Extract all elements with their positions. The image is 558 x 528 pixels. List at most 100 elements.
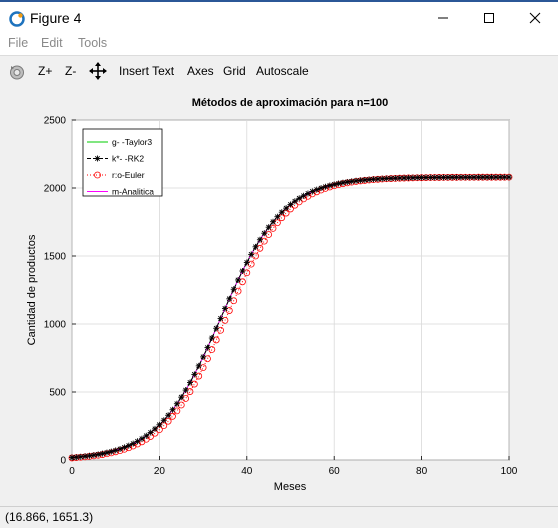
data-point (453, 174, 460, 181)
data-point (261, 230, 268, 237)
data-point (160, 417, 167, 424)
data-point (200, 353, 207, 360)
y-tick-label: 500 (49, 388, 66, 399)
data-point (331, 181, 338, 188)
x-tick-label: 80 (416, 466, 428, 477)
data-point (256, 236, 263, 243)
y-tick-label: 1500 (44, 252, 67, 263)
data-point (178, 394, 185, 401)
title-bar: Figure 4 (0, 0, 558, 33)
y-tick-label: 2500 (44, 116, 67, 127)
figure-canvas[interactable]: Métodos de aproximación para n=100 0 20 40… (0, 88, 558, 506)
y-tick-label: 2000 (44, 184, 67, 195)
y-axis-label: Cantidad de productos (26, 234, 38, 345)
data-point (138, 435, 145, 442)
insert-text-button[interactable]: Insert Text (119, 64, 175, 78)
data-point (213, 325, 220, 332)
data-point (230, 286, 237, 293)
y-tick-label: 0 (60, 456, 66, 467)
data-point (165, 412, 172, 419)
data-point (326, 182, 333, 189)
chart[interactable]: Métodos de aproximación para n=100 0 20 40… (0, 88, 558, 506)
data-point (221, 305, 228, 312)
data-point (152, 425, 159, 432)
data-point (226, 295, 233, 302)
data-point (457, 174, 464, 181)
rotate-icon[interactable] (8, 63, 26, 81)
grid-button[interactable]: Grid (223, 64, 246, 78)
data-point (186, 379, 193, 386)
data-point (322, 183, 329, 190)
data-point (497, 174, 504, 181)
data-point (283, 205, 290, 212)
data-point (182, 387, 189, 394)
data-point (318, 185, 325, 192)
axes-button[interactable]: Axes (187, 64, 214, 78)
data-point (82, 453, 89, 460)
data-point (471, 174, 478, 181)
legend-box (82, 128, 163, 197)
data-point (374, 175, 381, 182)
data-point (243, 259, 250, 266)
cursor-coordinates: (16.866, 1651.3) (5, 510, 94, 524)
data-point (112, 447, 119, 454)
data-point (270, 218, 277, 225)
zoom-in-button[interactable]: Z+ (38, 64, 53, 78)
data-point (344, 178, 351, 185)
minimize-icon (438, 17, 448, 18)
menu-tools[interactable]: Tools (78, 36, 108, 50)
maximize-icon (484, 12, 494, 23)
data-point (300, 192, 307, 199)
y-tick-label: 1000 (44, 320, 67, 331)
zoom-out-button[interactable]: Z- (65, 64, 77, 78)
data-point (99, 450, 106, 457)
legend-marker (94, 171, 101, 179)
data-point (335, 180, 342, 187)
chart-title: Métodos de aproximación para n=100 (192, 97, 389, 109)
grid-lines (71, 119, 510, 461)
legend-label: k*- -RK2 (112, 154, 144, 164)
data-point (90, 452, 97, 459)
toolbar: Z+ Z- Insert Text Axes Grid Autoscale (0, 55, 558, 89)
close-icon (529, 12, 541, 23)
data-point (217, 315, 224, 322)
data-point (488, 174, 495, 181)
legend-item: r:o-Euler (87, 170, 145, 180)
data-point (103, 449, 110, 456)
close-button[interactable] (512, 2, 558, 33)
legend-marker (94, 155, 101, 162)
x-tick-label: 60 (329, 466, 341, 477)
menu-edit[interactable]: Edit (41, 36, 63, 50)
data-point (169, 406, 176, 413)
data-point (95, 451, 102, 458)
data-point (278, 209, 285, 216)
data-point (143, 432, 150, 439)
data-point (86, 452, 93, 459)
maximize-button[interactable] (466, 2, 512, 33)
legend-label: g- -Taylor3 (112, 137, 152, 147)
data-point (239, 268, 246, 275)
data-point (125, 442, 132, 449)
minimize-button[interactable] (420, 2, 466, 33)
data-point (274, 213, 281, 220)
legend: g- -Taylor3 k*- -RK2 r:o-Euler m-Analitica (82, 128, 163, 197)
data-point (134, 438, 141, 445)
legend-item: m-Analitica (87, 187, 154, 197)
data-point (108, 448, 115, 455)
data-point (396, 175, 403, 182)
pan-icon[interactable] (89, 62, 107, 80)
data-point (353, 177, 360, 184)
data-point (208, 335, 215, 342)
data-point (130, 440, 137, 447)
data-point (348, 178, 355, 185)
menu-bar: File Edit Tools (0, 33, 558, 55)
legend-label: r:o-Euler (112, 170, 145, 180)
autoscale-button[interactable]: Autoscale (256, 64, 309, 78)
menu-file[interactable]: File (8, 36, 29, 50)
data-point (195, 362, 202, 369)
data-point (147, 429, 154, 436)
data-point (444, 174, 451, 181)
data-point (506, 174, 512, 181)
x-tick-label: 20 (154, 466, 166, 477)
